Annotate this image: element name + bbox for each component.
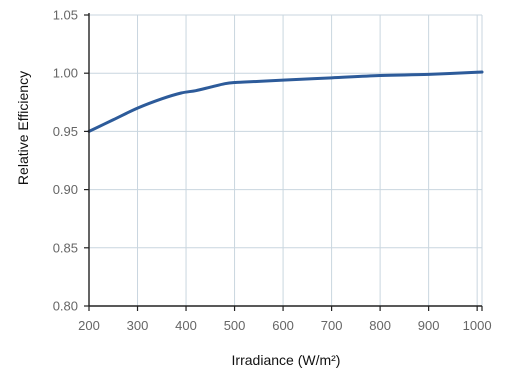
x-tick-label: 200	[78, 318, 100, 333]
x-tick-label: 700	[321, 318, 343, 333]
x-tick-label: 500	[224, 318, 246, 333]
y-tick-label: 0.95	[53, 124, 78, 139]
grid	[89, 14, 483, 306]
x-tick-label: 400	[175, 318, 197, 333]
x-tick-label: 800	[369, 318, 391, 333]
y-tick-label: 0.90	[53, 182, 78, 197]
tick-labels: 200 300 400 500 600 700 800 900 1000 0.80 0.85 0.90…	[53, 8, 492, 334]
x-tick-label: 300	[127, 318, 149, 333]
y-tick-label: 0.85	[53, 240, 78, 255]
efficiency-series-line	[87, 70, 484, 133]
y-tick-label: 0.80	[53, 299, 78, 314]
x-tick-label: 900	[418, 318, 440, 333]
x-tick-label: 1000	[463, 318, 492, 333]
y-tick-label: 1.00	[53, 66, 78, 81]
y-axis-title: Relative Efficiency	[15, 71, 31, 185]
x-axis-title: Irradiance (W/m²)	[232, 352, 341, 368]
axes	[84, 13, 483, 311]
series-layer	[87, 70, 484, 133]
y-tick-label: 1.05	[53, 8, 78, 23]
x-tick-label: 600	[272, 318, 294, 333]
